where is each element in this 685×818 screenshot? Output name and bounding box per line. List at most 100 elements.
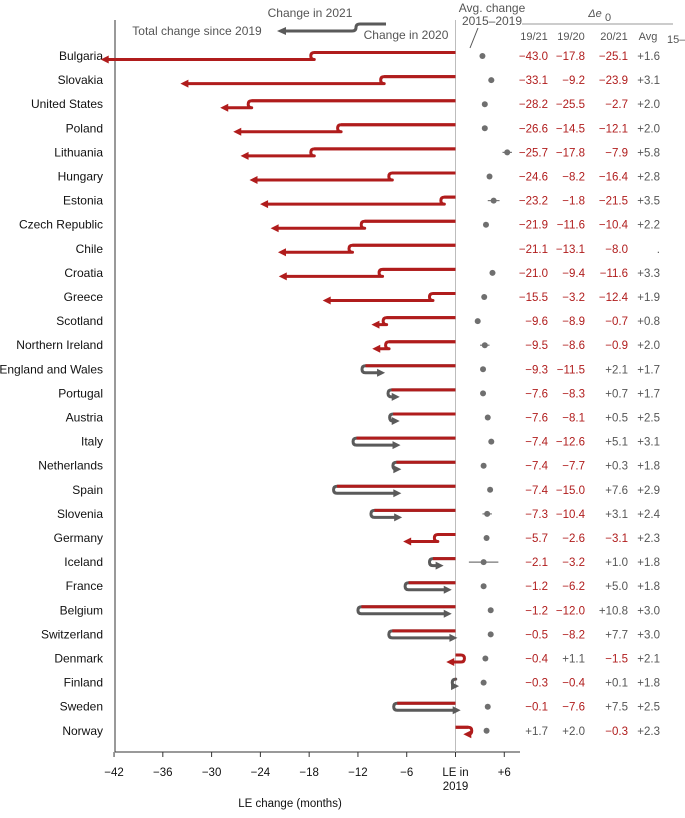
table-value: −9.2 (562, 75, 585, 87)
change-arrowhead (391, 392, 400, 401)
table-value: −8.0 (605, 244, 628, 256)
table-value: +1.8 (637, 678, 660, 690)
table-value: −21.5 (599, 196, 628, 208)
table-value: +3.1 (605, 509, 628, 521)
table-value: −0.3 (605, 726, 628, 738)
change-arrowhead (100, 55, 109, 64)
change-arrowhead (270, 224, 279, 233)
table-value: +2.3 (637, 726, 660, 738)
table-value: +7.7 (605, 629, 628, 641)
table-value: −0.9 (605, 340, 628, 352)
table-value: −11.6 (557, 220, 585, 232)
change-arrowhead (393, 465, 402, 474)
avg-point (480, 390, 487, 397)
table-value: +2.0 (637, 123, 660, 135)
change-path (360, 364, 456, 375)
table-value: −24.6 (519, 172, 548, 184)
table-value: −8.2 (562, 629, 585, 641)
change-path (377, 316, 456, 327)
change-arrowhead (394, 513, 403, 522)
table-value: −12.1 (599, 123, 628, 135)
table-value: −8.1 (562, 413, 585, 425)
table-value: −7.6 (562, 702, 585, 714)
change-arrowhead (372, 344, 381, 353)
change-arrowhead (260, 200, 269, 209)
change-path (328, 292, 456, 302)
x-tick-label: −42 (104, 767, 124, 779)
avg-point (487, 607, 494, 614)
annotation-change-2021: Change in 2021 (268, 6, 353, 20)
change-arrowhead (322, 296, 331, 305)
table-value: +0.7 (605, 388, 628, 400)
table-value: +5.1 (605, 437, 628, 449)
table-value: −0.5 (525, 629, 548, 641)
table-value: +1.8 (637, 557, 660, 569)
avg-point (484, 414, 491, 421)
avg-point (481, 294, 488, 300)
table-value: +2.2 (637, 220, 660, 232)
avg-point (480, 583, 487, 590)
change-arrowhead (377, 368, 386, 377)
country-label: Slovakia (58, 73, 104, 87)
avg-point (479, 53, 486, 59)
avg-point (480, 679, 487, 686)
avg-point (483, 727, 490, 734)
country-label: Austria (66, 411, 104, 425)
country-label: Germany (54, 531, 103, 545)
avg-point (482, 221, 489, 228)
table-value: −7.6 (525, 413, 548, 425)
table-value: −9.4 (562, 268, 585, 280)
avg-pointer-line (469, 27, 479, 49)
change-arrowhead (180, 79, 189, 88)
annotation-change-2020: Change in 2020 (364, 28, 449, 42)
table-value: −43.0 (519, 51, 548, 63)
table-value: −9.3 (525, 364, 548, 376)
change-path (283, 243, 456, 254)
table-value: −3.1 (605, 533, 628, 545)
table-group-header: Δe (587, 8, 602, 20)
baseline-label: 2019 (443, 781, 469, 793)
change-path (378, 340, 456, 351)
change-path (386, 388, 456, 399)
country-label: Scotland (56, 314, 103, 328)
country-label: Finland (64, 676, 103, 690)
table-value: +2.1 (605, 364, 628, 376)
table-value: +1.0 (605, 557, 628, 569)
table-value: −0.3 (525, 678, 548, 690)
change-arrowhead (452, 706, 461, 715)
country-label: Greece (64, 290, 104, 304)
table-value: −21.1 (519, 244, 548, 256)
country-label: Poland (66, 121, 103, 135)
table-value: −25.1 (599, 51, 628, 63)
annotation-total-change: Total change since 2019 (132, 24, 262, 38)
country-label: England and Wales (0, 362, 103, 376)
country-label: Bulgaria (59, 49, 103, 63)
change-path (332, 484, 456, 495)
table-value: +2.9 (637, 485, 660, 497)
table-value: −15.0 (556, 485, 585, 497)
country-label: Portugal (58, 386, 103, 400)
x-tick-label: −24 (251, 767, 271, 779)
change-path (186, 75, 456, 86)
country-label: Iceland (64, 555, 103, 569)
change-path (276, 219, 456, 230)
table-value: −10.4 (599, 220, 629, 232)
country-label: Estonia (63, 194, 103, 208)
annotations-layer: Change in 2021 Total change since 2019 Cha… (132, 1, 526, 49)
change-arrowhead (443, 585, 452, 594)
table-value: +1.7 (637, 388, 660, 400)
table-value: −2.6 (562, 533, 585, 545)
avg-point (488, 77, 495, 84)
change-arrowhead (435, 561, 444, 570)
table-value: −13.1 (556, 244, 585, 256)
table-value: +1.8 (637, 461, 660, 473)
avg-point (482, 655, 489, 662)
table-value: −2.1 (525, 557, 548, 569)
delta-table-layer: −43.0 −17.8 −25.1 +1.6 −33.1 −9.2 −23.9 +3.1 −28… (519, 8, 685, 738)
table-value: +3.5 (637, 196, 660, 208)
country-label: Denmark (54, 652, 104, 666)
table-column-header: 19/20 (557, 31, 585, 43)
table-value: +3.1 (637, 437, 660, 449)
